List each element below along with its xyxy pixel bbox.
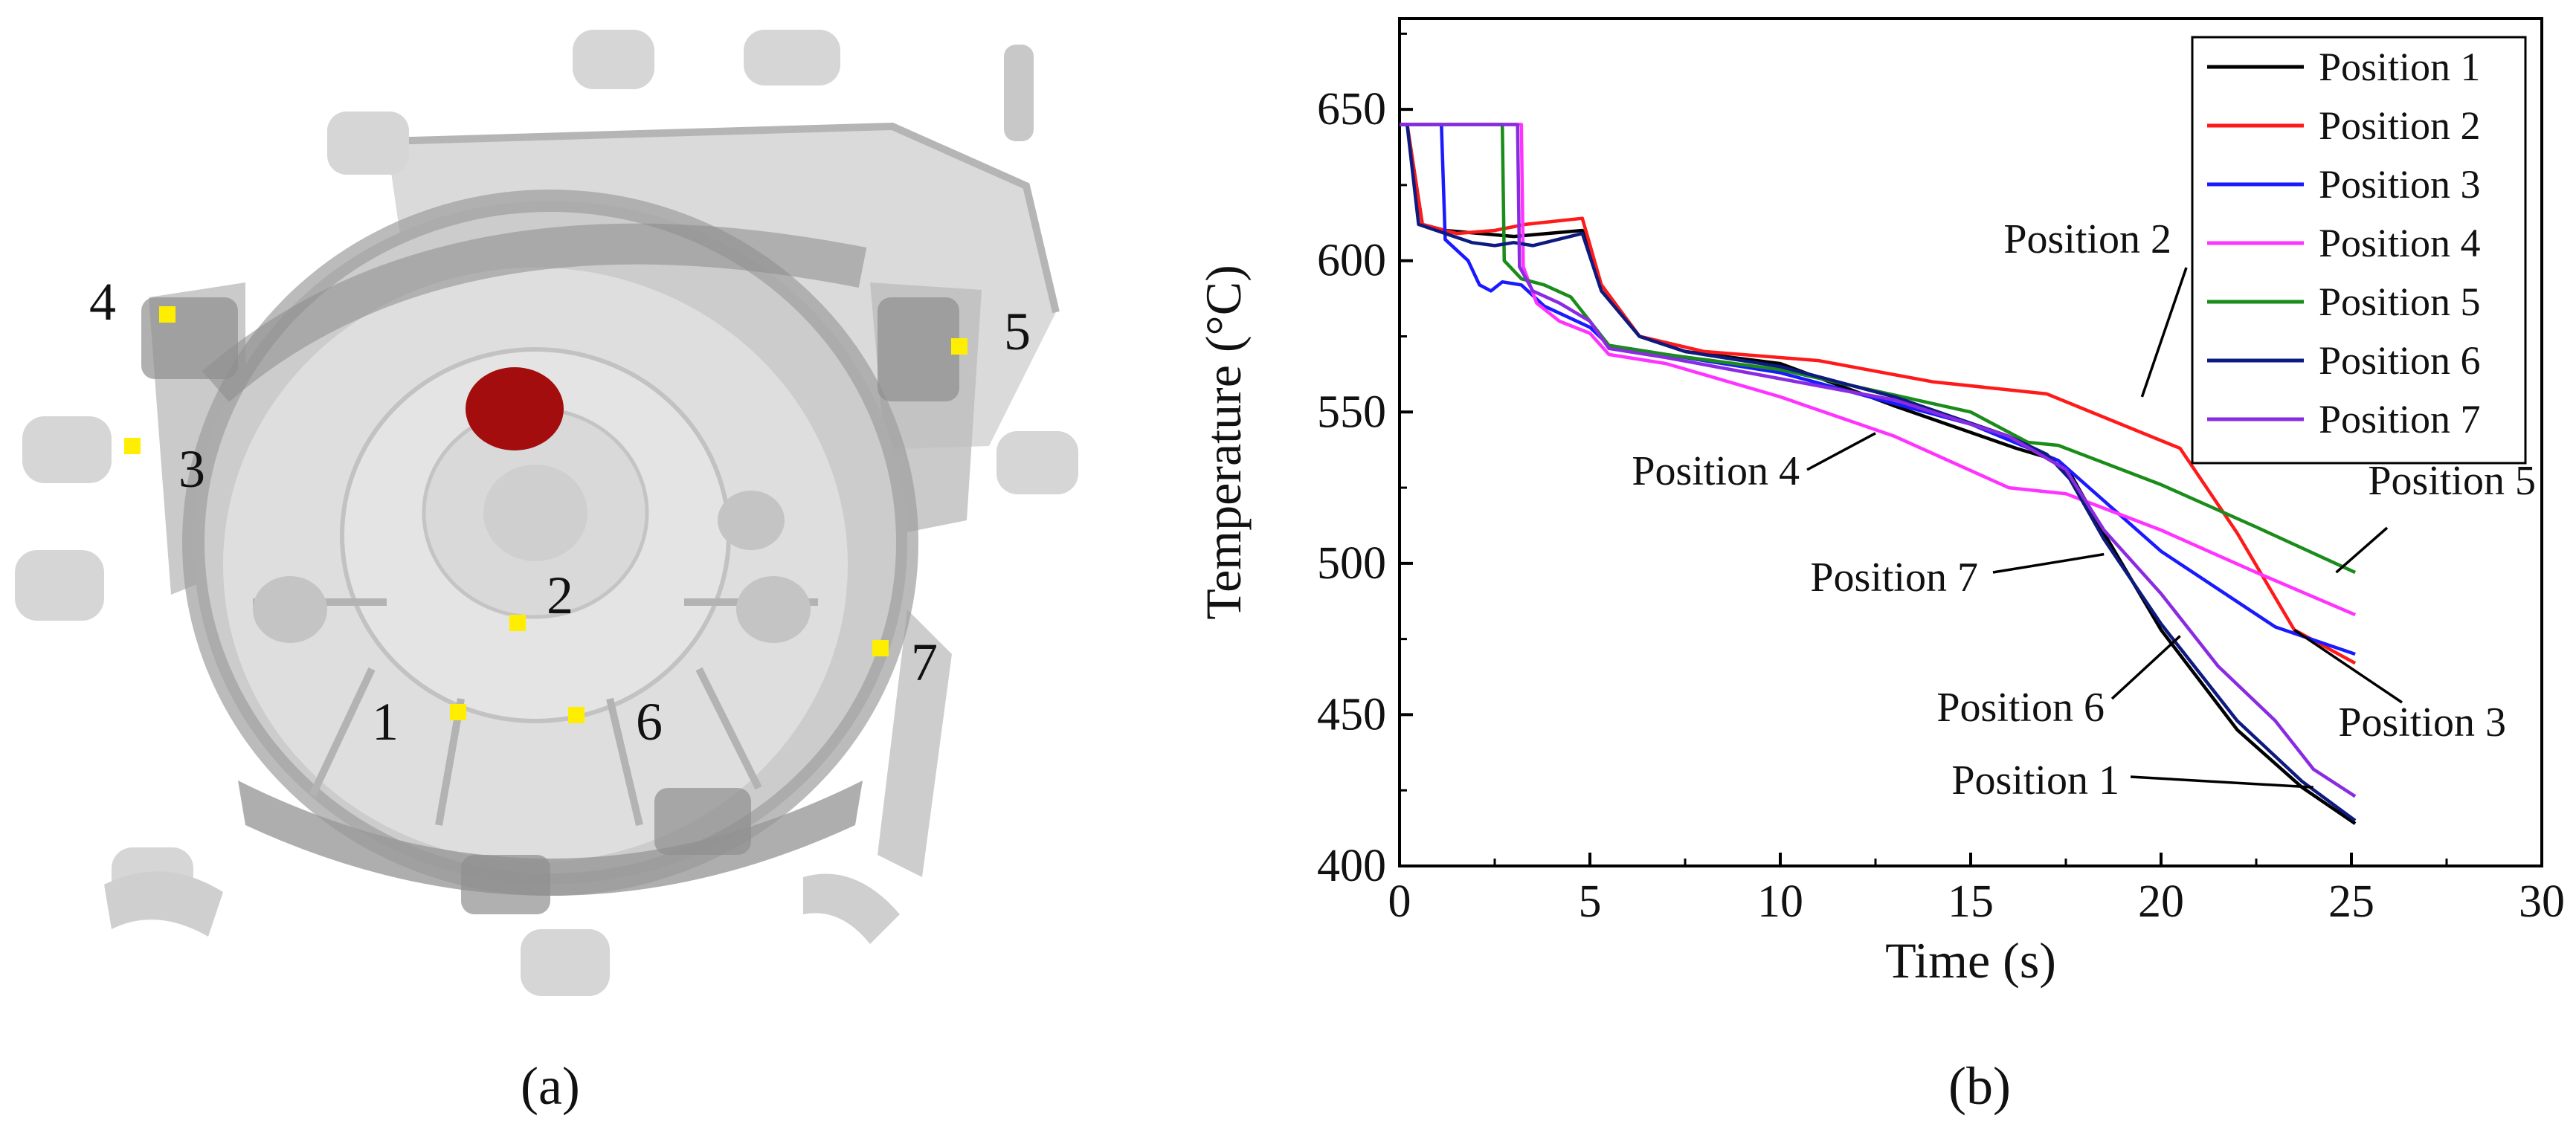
series-line-position-7 [1400, 123, 2357, 798]
annotation-label: Position 5 [2368, 458, 2536, 504]
legend-label: Position 1 [2319, 45, 2481, 89]
legend-box [2191, 36, 2527, 465]
annotation-label: Position 7 [1810, 555, 1978, 601]
position-1-label: 1 [372, 692, 399, 752]
y-tick-label: 400 [1317, 841, 1386, 891]
position-2-marker [509, 615, 526, 631]
position-3-marker [124, 438, 141, 454]
annotation-leader-line [1806, 432, 1876, 471]
annotation-label: Position 1 [1951, 757, 2119, 804]
x-tick-label: 10 [1757, 876, 1803, 927]
caption-b: (b) [1948, 1056, 2011, 1116]
x-tick-label: 30 [2519, 876, 2565, 927]
casting-figure: 1 2 3 4 5 6 7 [15, 30, 1078, 996]
position-5-marker [951, 338, 967, 355]
series-line-position-6 [1400, 123, 2357, 822]
y-tick-label: 500 [1317, 538, 1386, 589]
position-6-label: 6 [636, 692, 663, 752]
x-axis-title: Time (s) [1885, 932, 2056, 989]
x-tick-label: 5 [1579, 876, 1602, 927]
y-axis-title: Temperature (°C) [1195, 265, 1252, 619]
annotation-label: Position 4 [1632, 448, 1800, 494]
chart-legend: Position 1 Position 2 Position 3 Position 4… [2191, 36, 2527, 465]
position-6-marker [568, 707, 585, 723]
annotation-label: Position 3 [2338, 699, 2506, 746]
x-tick-label: 0 [1388, 876, 1411, 927]
annotation-leader-line [2130, 775, 2313, 789]
annotation-leader-line [2140, 267, 2188, 398]
annotation-label: Position 2 [2003, 216, 2171, 262]
legend-label: Position 7 [2319, 397, 2481, 442]
annotation-leader-line [1992, 552, 2105, 574]
chart-annotations: Position 2 Position 4 Position 5 Position 7… [1632, 216, 2536, 804]
annotation-leader-line [2110, 635, 2181, 700]
x-tick-label: 20 [2138, 876, 2184, 927]
series-line-position-2 [1400, 123, 2357, 665]
series-line-position-5 [1400, 123, 2357, 575]
legend-label: Position 6 [2319, 338, 2481, 383]
chart-series [1400, 123, 2357, 825]
legend-label: Position 4 [2319, 221, 2481, 265]
position-5-label: 5 [1004, 302, 1031, 361]
y-tick-label: 600 [1317, 236, 1386, 286]
legend-label: Position 5 [2319, 279, 2481, 324]
caption-a: (a) [521, 1056, 580, 1116]
position-4-label: 4 [89, 272, 116, 332]
series-line-position-3 [1400, 123, 2356, 656]
position-markers: 1 2 3 4 5 6 7 [89, 272, 1031, 752]
chart-axes: 0 5 10 15 20 25 30 400 450 500 550 600 650 Time (s) Te… [1195, 17, 2565, 989]
legend-label: Position 2 [2319, 103, 2481, 148]
position-3-label: 3 [178, 439, 205, 499]
y-tick-label: 450 [1317, 689, 1386, 740]
x-tick-label: 15 [1948, 876, 1994, 927]
gate-marker [466, 367, 564, 450]
position-2-label: 2 [547, 566, 573, 625]
position-7-label: 7 [911, 633, 938, 692]
legend-label: Position 3 [2319, 162, 2481, 207]
annotation-label: Position 6 [1936, 685, 2105, 731]
series-line-position-1 [1400, 123, 2357, 825]
annotation-leader-line [2335, 526, 2389, 574]
series-line-position-4 [1400, 123, 2356, 617]
position-4-marker [159, 306, 176, 323]
casting-body [15, 30, 1078, 996]
y-tick-label: 550 [1317, 387, 1386, 437]
annotation-leader-line [2293, 628, 2403, 704]
position-1-marker [450, 704, 466, 720]
y-tick-label: 650 [1317, 84, 1386, 135]
plot-frame [1398, 17, 2543, 867]
position-7-marker [872, 640, 889, 656]
x-tick-label: 25 [2328, 876, 2374, 927]
